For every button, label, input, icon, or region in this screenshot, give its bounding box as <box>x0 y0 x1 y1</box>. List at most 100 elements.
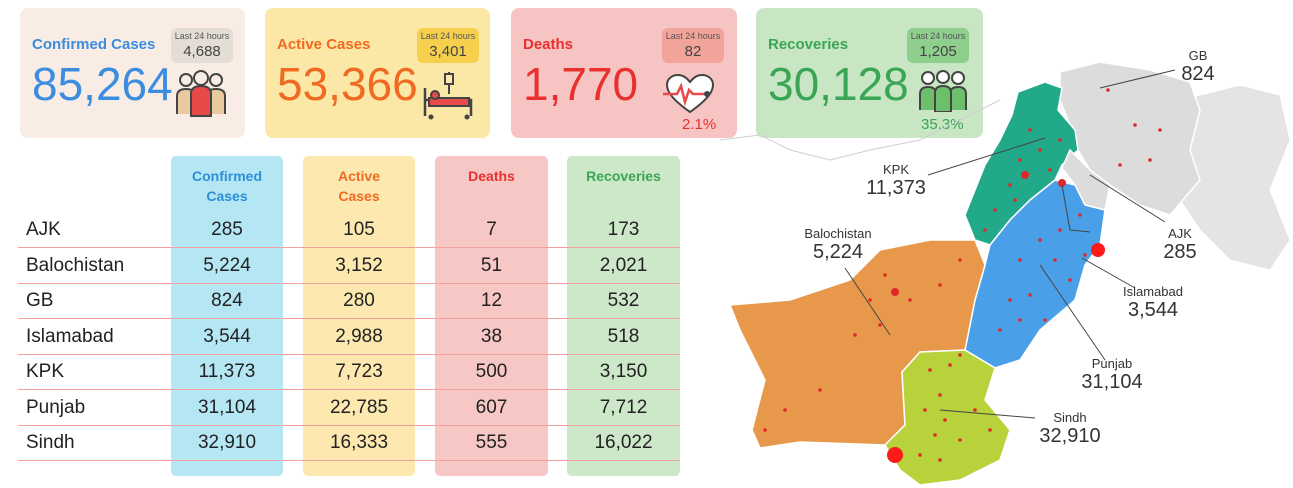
header-deaths-line1: Deaths <box>468 168 515 184</box>
region-name: Balochistan <box>26 254 125 276</box>
map-label-value: 5,224 <box>812 241 864 263</box>
confirmed-cell: 11,373 <box>198 361 256 382</box>
deaths-cell: 12 <box>480 290 503 311</box>
confirmed-card: Confirmed Cases 85,264 Last 24 hours 4,6… <box>20 8 245 138</box>
region-sindh <box>884 349 1011 486</box>
region-name: GB <box>26 290 54 311</box>
pakistan-map <box>719 61 1291 486</box>
header-confirmed-line2: Cases <box>206 188 248 204</box>
map-label-value: 32,910 <box>1039 425 1101 447</box>
badge-label: Last 24 hours <box>174 31 230 41</box>
row-divider <box>18 353 680 355</box>
map-label-value: 11,373 <box>866 177 926 199</box>
header-deaths: Deaths <box>435 166 548 186</box>
active-cell: 2,988 <box>335 325 383 347</box>
row-divider <box>18 460 680 461</box>
active-value: 53,366 <box>277 58 418 110</box>
people-group-icon <box>176 70 226 117</box>
active-title: Active Cases <box>277 36 371 53</box>
deaths-title: Deaths <box>523 36 574 53</box>
recoveries-cell: 16,022 <box>594 432 653 453</box>
map-label-name: GB <box>1188 48 1208 63</box>
recoveries-title: Recoveries <box>768 36 849 53</box>
region-name: Sindh <box>26 432 75 453</box>
region-name: Punjab <box>26 396 86 418</box>
badge-value: 82 <box>684 43 702 60</box>
deaths-cell: 500 <box>475 361 508 382</box>
badge-label: Last 24 hours <box>420 31 476 41</box>
row-divider <box>18 282 680 284</box>
confirmed-badge: Last 24 hours 4,688 <box>171 28 233 63</box>
header-active-line2: Cases <box>338 188 380 204</box>
deaths-card: Deaths 1,770 Last 24 hours 82 2.1% <box>511 8 737 138</box>
confirmed-column-bg <box>171 156 283 476</box>
deaths-cell: 607 <box>475 396 508 418</box>
header-active: Active Cases <box>303 166 415 206</box>
confirmed-cell: 285 <box>211 219 243 240</box>
recoveries-value: 30,128 <box>768 58 909 110</box>
deaths-column-bg <box>435 156 548 476</box>
region-name: KPK <box>26 361 65 382</box>
map-label-punjab: Punjab 31,104 <box>1072 356 1152 394</box>
region-name: AJK <box>26 219 61 240</box>
deaths-value: 1,770 <box>523 58 639 110</box>
neighbor-region-east <box>1179 84 1291 271</box>
confirmed-cell: 5,224 <box>203 254 251 276</box>
header-active-line1: Active <box>337 168 381 184</box>
row-divider <box>18 424 680 426</box>
confirmed-value: 85,264 <box>32 58 173 110</box>
badge-label: Last 24 hours <box>910 31 966 41</box>
row-divider <box>18 318 680 319</box>
row-divider <box>18 247 680 248</box>
recoveries-card: Recoveries 30,128 Last 24 hours 1,205 35… <box>756 8 983 138</box>
deaths-badge: Last 24 hours 82 <box>662 28 724 63</box>
row-divider <box>18 389 680 390</box>
recoveries-column-bg <box>567 156 680 476</box>
recoveries-pct: 35.3% <box>921 116 964 133</box>
header-confirmed: Confirmed Cases <box>171 166 283 206</box>
karachi-marker <box>887 447 903 463</box>
map-label-sindh: Sindh 32,910 <box>1030 410 1110 448</box>
badge-value: 1,205 <box>919 43 957 60</box>
map-label-name: Sindh <box>1053 410 1087 425</box>
region-name: Islamabad <box>26 325 114 347</box>
case-dots <box>763 88 1162 462</box>
islamabad-marker <box>1091 243 1105 257</box>
map-label-name: Balochistan <box>804 226 872 241</box>
header-confirmed-line1: Confirmed <box>192 168 262 184</box>
map-label-gb: GB 824 <box>1168 48 1228 86</box>
map-label-value: 3,544 <box>1127 299 1179 321</box>
recoveries-cell: 3,150 <box>599 361 648 382</box>
recoveries-cell: 2,021 <box>599 254 648 276</box>
badge-value: 4,688 <box>183 43 221 60</box>
region-punjab <box>964 179 1106 369</box>
confirmed-cell: 3,544 <box>203 325 251 347</box>
active-cell: 22,785 <box>329 396 389 418</box>
deaths-pct: 2.1% <box>682 116 717 133</box>
active-cell: 16,333 <box>329 432 389 453</box>
map-label-value: 285 <box>1163 241 1197 263</box>
confirmed-cell: 824 <box>211 290 243 311</box>
map-label-name: Punjab <box>1091 356 1133 371</box>
badge-value: 3,401 <box>429 43 467 60</box>
recovered-people-icon <box>919 70 967 112</box>
deaths-cell: 7 <box>486 219 497 240</box>
active-cell: 105 <box>343 219 375 240</box>
header-recoveries: Recoveries <box>567 166 680 186</box>
map-label-kpk: KPK 11,373 <box>858 162 934 200</box>
map-label-name: AJK <box>1168 226 1192 241</box>
map-label-value: 31,104 <box>1081 371 1143 393</box>
active-cell: 3,152 <box>335 254 383 276</box>
recoveries-cell: 532 <box>607 290 640 311</box>
confirmed-cell: 32,910 <box>197 432 257 453</box>
active-card: Active Cases 53,366 Last 24 hours 3,401 <box>265 8 490 138</box>
header-recoveries-line1: Recoveries <box>586 168 661 184</box>
confirmed-cell: 31,104 <box>197 396 257 418</box>
deaths-cell: 38 <box>480 325 503 347</box>
neighbor-border <box>719 99 1001 161</box>
active-cell: 280 <box>343 290 375 311</box>
recoveries-cell: 7,712 <box>599 396 648 418</box>
heartbeat-icon <box>663 74 715 114</box>
deaths-cell: 51 <box>480 254 503 276</box>
recoveries-cell: 173 <box>607 219 640 240</box>
